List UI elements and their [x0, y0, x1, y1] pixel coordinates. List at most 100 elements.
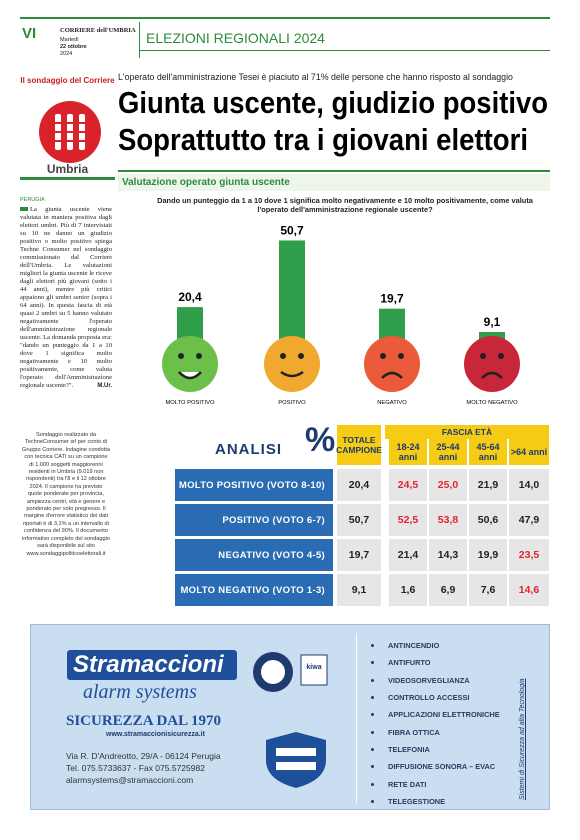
service: RETE DATI: [371, 775, 500, 792]
subsection: Valutazione operato giunta uscente: [118, 174, 550, 191]
service: VIDEOSORVEGLIANZA: [371, 672, 500, 689]
day: Martedì: [60, 37, 79, 43]
article-body: La giunta uscente viene valutata in mani…: [20, 206, 112, 390]
service: APPLICAZIONI ELETTRONICHE: [371, 706, 500, 723]
brand: Stramaccioni: [67, 650, 237, 680]
section: ELEZIONI REGIONALI 2024: [146, 30, 325, 46]
subsection-rule: [118, 170, 550, 172]
article-text: La giunta uscente viene valutata in mani…: [20, 206, 112, 389]
face-mouth: [178, 371, 202, 380]
service: ANTIFURTO: [371, 654, 500, 671]
service: CONTROLLO ACCESSI: [371, 689, 500, 706]
age-column: 45-64 anni: [469, 439, 507, 465]
face-eye: [380, 353, 386, 359]
category-label: POSITIVO: [278, 400, 306, 406]
bullet: [20, 207, 28, 211]
service: TELEFONIA: [371, 741, 500, 758]
row-label: MOLTO NEGATIVO (VOTO 1-3): [175, 574, 333, 606]
chart: 20,4 MOLTO POSITIVO 50,7 POSITIVO 19,7 NEGATI…: [162, 223, 520, 406]
value-label: 19,7: [380, 292, 404, 306]
logo: [39, 101, 101, 163]
value-label: 50,7: [280, 223, 304, 237]
divider: [139, 22, 140, 58]
table-cell: 20,4: [337, 469, 381, 501]
table-cell: 1,6: [389, 574, 427, 606]
table-symbol: %: [305, 421, 336, 459]
face-eye: [298, 353, 304, 359]
face-circle: [464, 336, 520, 392]
certifications: kiwa: [253, 652, 328, 692]
table-cell: 21,4: [389, 539, 427, 571]
email: alarmsystems@stramaccioni.com: [66, 775, 194, 785]
face-mouth: [481, 371, 503, 379]
region: Umbria: [46, 162, 89, 176]
dateline: PERUGIA: [20, 197, 45, 203]
table-cell: 19,9: [469, 539, 507, 571]
table: ANALISI% TOTALE CAMPIONE FASCIA ETÀ 18-24 a…: [175, 421, 549, 607]
service: ANTINCENDIO: [371, 637, 500, 654]
headline-line: Giunta uscente, giudizio positivo: [118, 86, 548, 120]
table-cell: 6,9: [429, 574, 467, 606]
svg-text:kiwa: kiwa: [306, 664, 321, 671]
table-cell: 14,6: [509, 574, 549, 606]
table-cell: 50,6: [469, 504, 507, 536]
kicker: Il sondaggio del Corriere: [20, 76, 115, 85]
face: [364, 336, 420, 392]
table-cell: 25,0: [429, 469, 467, 501]
bar: [279, 240, 305, 352]
category-label: MOLTO NEGATIVO: [466, 400, 518, 406]
age-column: >64 anni: [509, 439, 549, 465]
face-mouth: [381, 371, 403, 379]
face-eye: [196, 353, 202, 359]
service: TELEGESTIONE: [371, 793, 500, 810]
slogan: SICUREZZA DAL 1970: [66, 713, 222, 729]
value-label: 20,4: [178, 290, 202, 304]
table-cell: 53,8: [429, 504, 467, 536]
table-cell: 24,5: [389, 469, 427, 501]
sidebar-rule: [20, 177, 115, 180]
row-label: NEGATIVO (VOTO 4-5): [175, 539, 333, 571]
face-eye: [398, 353, 404, 359]
services: ANTINCENDIO ANTIFURTO VIDEOSORVEGLIANZA CON…: [371, 637, 500, 810]
face: [464, 336, 520, 392]
advertisement: Stramaccioni alarm systems kiwa SICUREZZ…: [30, 624, 550, 810]
face: [264, 336, 320, 392]
row-label: MOLTO POSITIVO (VOTO 8-10): [175, 469, 333, 501]
chart-title: Dando un punteggio da 1 a 10 dove 1 sign…: [157, 196, 533, 214]
date: 22 ottobre: [60, 44, 87, 50]
table-cell: 23,5: [509, 539, 549, 571]
age-column: 25-44 anni: [429, 439, 467, 465]
page-number: VI: [22, 25, 37, 42]
shield: [266, 732, 326, 788]
face-circle: [162, 336, 218, 392]
brand-sub: alarm systems: [83, 681, 197, 703]
face-eye: [498, 353, 504, 359]
table-cell: 14,0: [509, 469, 549, 501]
face-eye: [480, 353, 486, 359]
table-title: ANALISI: [215, 441, 282, 458]
value-label: 9,1: [484, 315, 501, 329]
category-label: MOLTO POSITIVO: [165, 400, 215, 406]
table-cell: 52,5: [389, 504, 427, 536]
phone: Tel. 075.5733637 - Fax 075.5725982: [66, 763, 205, 773]
age-header: FASCIA ETÀ: [385, 425, 549, 439]
service: DIFFUSIONE SONORA – EVAC: [371, 758, 500, 775]
website: www.stramaccionisicurezza.it: [106, 731, 205, 738]
summary: L'operato dell'amministrazione Tesei è p…: [118, 72, 513, 82]
top-rule: [20, 17, 550, 19]
address: Via R. D'Andreotto, 29/A - 06124 Perugia: [66, 751, 221, 761]
age-column: 18-24 anni: [389, 439, 427, 465]
face-eye: [280, 353, 286, 359]
total-header: TOTALE CAMPIONE: [336, 425, 382, 465]
signature: M.Ur.: [97, 383, 112, 389]
service: FIBRA OTTICA: [371, 723, 500, 740]
face-mouth: [280, 370, 304, 378]
table-cell: 47,9: [509, 504, 549, 536]
category-label: NEGATIVO: [377, 400, 407, 406]
row-label: POSITIVO (VOTO 6-7): [175, 504, 333, 536]
table-cell: 9,1: [337, 574, 381, 606]
table-cell: 7,6: [469, 574, 507, 606]
year: 2024: [60, 51, 73, 57]
face-eye: [178, 353, 184, 359]
headline: Giunta uscente, giudizio positivo Soprat…: [118, 86, 548, 157]
